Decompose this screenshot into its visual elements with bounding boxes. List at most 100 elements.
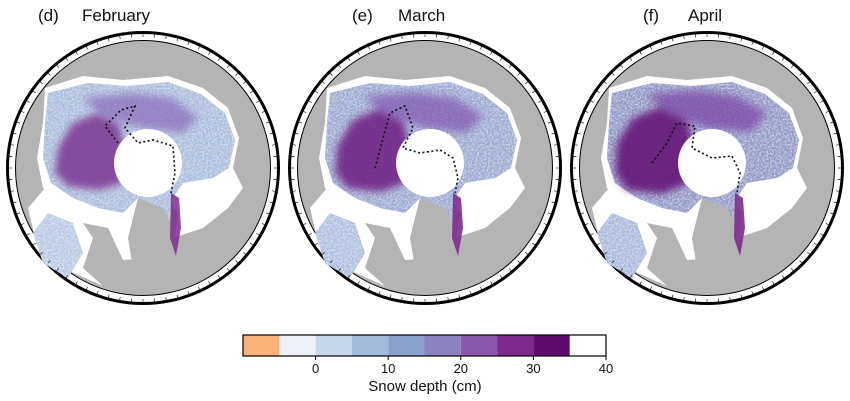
frame-tick: [347, 275, 351, 278]
frame-tick: [650, 286, 652, 290]
frame-tick: [577, 133, 581, 135]
frame-tick: [322, 81, 325, 85]
frame-tick: [40, 81, 43, 85]
frame-tick: [21, 223, 25, 225]
frame-tick: [525, 81, 528, 85]
frame-tick: [799, 73, 802, 76]
frame-tick: [835, 190, 840, 192]
greenland: [128, 193, 178, 278]
frame-tick: [261, 223, 265, 225]
frame-tick: [629, 275, 633, 278]
frame-tick: [604, 251, 607, 255]
frame-tick: [490, 51, 493, 55]
frame-tick: [401, 296, 403, 301]
frame-tick: [590, 233, 594, 236]
map-d: [6, 31, 280, 305]
frame-tick: [16, 121, 21, 124]
frame-ticks: [573, 34, 841, 302]
frame-tick: [265, 212, 270, 215]
snow-mid: [647, 90, 767, 132]
frame-tick: [547, 121, 552, 124]
frame-tick: [814, 242, 817, 246]
frame-tick: [308, 100, 312, 103]
pole-hole: [678, 129, 746, 197]
frame-tick: [21, 111, 25, 113]
panel-f: (f) April: [570, 6, 844, 305]
frame-tick: [368, 46, 370, 50]
frame-tick: [553, 190, 558, 192]
frame-tick: [820, 233, 824, 236]
panel-d-month: February: [82, 6, 151, 25]
frame-tick: [729, 35, 731, 40]
frame-tick: [390, 294, 392, 298]
panel-e-letter: (e): [352, 6, 373, 25]
frame-tick: [347, 58, 351, 61]
frame-tick: [265, 121, 270, 124]
colorbar-bin: [279, 335, 316, 356]
frame-tick: [75, 281, 78, 285]
frame-tick: [825, 111, 829, 113]
frame-tick: [551, 133, 555, 135]
frame-tick: [187, 290, 190, 295]
frame-tick: [295, 133, 299, 135]
greenland: [692, 193, 742, 278]
colorbar-tick-label: 40: [599, 361, 613, 376]
snow-scandinavia: [315, 213, 365, 278]
frame-tick: [368, 286, 370, 290]
frame-tick: [165, 296, 167, 301]
frame-tick: [13, 201, 17, 203]
frame-tick: [298, 121, 303, 124]
colorbar-bin: [497, 335, 534, 356]
frame-tick: [814, 90, 817, 94]
frame-tick: [683, 35, 685, 40]
frame-tick: [580, 212, 585, 215]
frame-tick: [612, 73, 615, 76]
frame-tick: [447, 296, 449, 301]
frame-tick: [187, 41, 190, 46]
frame-tick: [48, 260, 51, 263]
frame-tick: [585, 111, 589, 113]
frame-tick: [40, 251, 43, 255]
colorbar-tick-label: 10: [381, 361, 395, 376]
ice-boundary: [651, 122, 741, 194]
frame-tick: [250, 242, 253, 246]
colorbar-bin: [351, 335, 389, 356]
frame-tick: [447, 35, 449, 40]
frame-tick: [56, 268, 60, 271]
frame-tick: [517, 73, 520, 76]
snow-east-greenland: [452, 193, 463, 256]
frame-tick: [833, 133, 837, 135]
frame-tick: [807, 81, 810, 85]
frame-tick: [13, 133, 17, 135]
pole-hole: [114, 129, 182, 197]
frame-tick: [250, 90, 253, 94]
frame-tick: [672, 38, 674, 42]
frame-tick: [256, 100, 260, 103]
frame-tick: [829, 121, 834, 124]
frame-tick: [729, 296, 731, 301]
frame-tick: [597, 90, 600, 94]
colorbar-tick-label: 30: [526, 361, 540, 376]
frame-tick: [96, 290, 99, 295]
frame-tick: [751, 41, 754, 46]
frame-tick: [508, 268, 512, 271]
frame-tick: [217, 58, 221, 61]
frame-tick: [585, 223, 589, 225]
frame-tick: [639, 51, 642, 55]
frame-tick: [480, 46, 482, 50]
frame-tick: [469, 290, 472, 295]
frame-tick: [86, 286, 88, 290]
frame-tick: [217, 275, 221, 278]
frame-tick: [108, 38, 110, 42]
frame-tick: [86, 46, 88, 50]
frame-tick: [65, 58, 69, 61]
frame-tick: [271, 190, 276, 192]
frame-tick: [620, 268, 624, 271]
frame-tick: [292, 144, 297, 146]
frame-tick: [165, 35, 167, 40]
frame-tick: [269, 201, 273, 203]
frame-tick: [781, 58, 785, 61]
frame-tick: [790, 65, 794, 68]
frame-tick: [799, 260, 802, 263]
